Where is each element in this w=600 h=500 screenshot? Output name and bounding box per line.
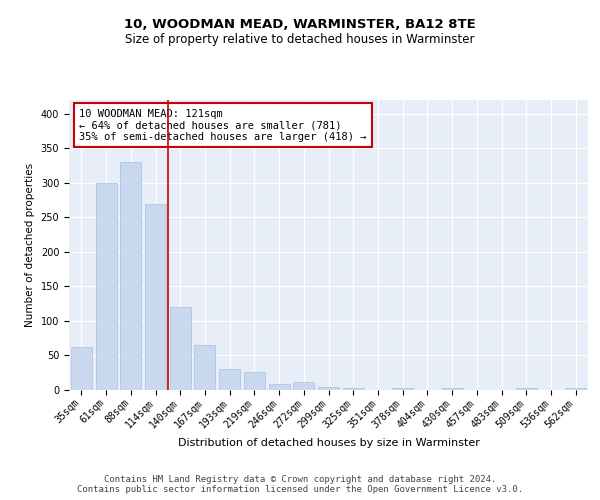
Text: 10 WOODMAN MEAD: 121sqm
← 64% of detached houses are smaller (781)
35% of semi-d: 10 WOODMAN MEAD: 121sqm ← 64% of detache… — [79, 108, 367, 142]
Bar — [565, 388, 586, 390]
Bar — [120, 162, 141, 390]
Y-axis label: Number of detached properties: Number of detached properties — [25, 163, 35, 327]
Bar — [392, 388, 413, 390]
Bar — [516, 388, 537, 390]
Bar — [219, 370, 240, 390]
Bar — [343, 388, 364, 390]
Bar — [170, 307, 191, 390]
Bar — [293, 382, 314, 390]
Bar — [442, 388, 463, 390]
X-axis label: Distribution of detached houses by size in Warminster: Distribution of detached houses by size … — [178, 438, 479, 448]
Bar — [145, 204, 166, 390]
Bar — [95, 183, 116, 390]
Text: Contains HM Land Registry data © Crown copyright and database right 2024.
Contai: Contains HM Land Registry data © Crown c… — [77, 474, 523, 494]
Text: Size of property relative to detached houses in Warminster: Size of property relative to detached ho… — [125, 32, 475, 46]
Bar — [71, 347, 92, 390]
Bar — [244, 372, 265, 390]
Bar — [194, 345, 215, 390]
Bar — [269, 384, 290, 390]
Bar — [318, 386, 339, 390]
Text: 10, WOODMAN MEAD, WARMINSTER, BA12 8TE: 10, WOODMAN MEAD, WARMINSTER, BA12 8TE — [124, 18, 476, 30]
